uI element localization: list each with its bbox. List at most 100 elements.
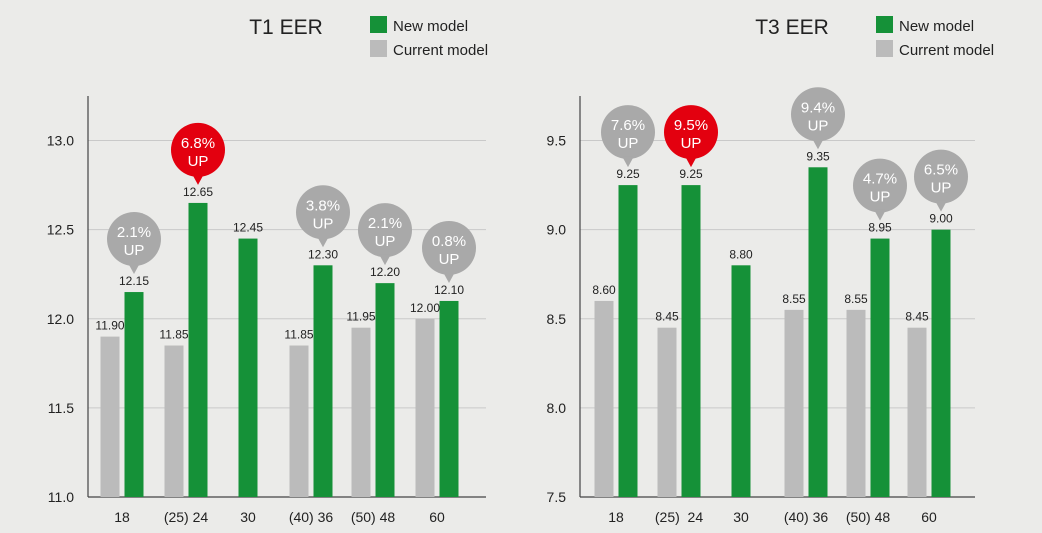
data-label-current: 11.90 [95,319,124,333]
bubble-pointer [622,156,634,168]
bar-new-model [238,238,258,498]
improvement-bubble: 7.6%UP [601,105,655,168]
bubble-up: UP [313,215,334,232]
improvement-bubble: 6.8%UP [171,122,225,185]
bubble-percent: 0.8% [432,233,466,250]
y-tick-label: 7.5 [547,489,567,505]
data-label-new: 12.15 [119,274,149,288]
legend-swatch-current [370,40,387,57]
improvement-bubble: 9.4%UP [791,87,845,150]
bubble-up: UP [124,242,145,259]
bar-current-model [907,327,927,497]
bar-current-model [164,345,184,497]
legend-label-current: Current model [899,42,994,59]
bubble-pointer [317,236,329,248]
bubble-percent: 2.1% [117,224,151,241]
x-tick-label: 18 [114,509,130,525]
bubble-percent: 7.6% [611,117,645,134]
bubble-percent: 2.1% [368,215,402,232]
improvement-bubble: 3.8%UP [296,185,350,248]
data-label-current: 8.60 [592,283,616,297]
bubble-pointer [935,200,947,212]
bubble-up: UP [188,153,209,170]
data-label-current: 8.55 [844,292,868,306]
y-tick-label: 12.0 [47,311,74,327]
y-tick-label: 9.0 [547,222,567,238]
chart-title: T3 EER [755,16,829,39]
bubble-pointer [443,271,455,283]
bubble-circle [107,212,161,267]
data-label-new: 12.65 [183,185,213,199]
data-label-new: 12.30 [308,247,338,261]
data-label-new: 9.00 [929,212,953,226]
improvement-bubble: 4.7%UP [853,158,907,221]
data-label-new: 9.25 [616,167,640,181]
bar-new-model [681,185,701,497]
x-tick-label: 18 [608,509,624,525]
data-label-current: 11.85 [159,328,188,342]
data-label-current: 11.95 [346,310,375,324]
bubble-up: UP [681,135,702,152]
bubble-percent: 6.8% [181,135,215,152]
bar-current-model [846,309,866,497]
y-tick-label: 11.5 [48,400,74,416]
x-tick-label: (50) 48 [846,509,891,525]
improvement-bubble: 2.1%UP [358,203,412,266]
y-tick-label: 13.0 [47,133,74,149]
x-tick-label: 60 [921,509,937,525]
data-label-new: 8.95 [868,221,892,235]
legend-label-new: New model [393,18,468,35]
bar-new-model [124,292,144,497]
bubble-percent: 6.5% [924,162,958,179]
bar-new-model [313,265,333,497]
legend-label-new: New model [899,18,974,35]
bar-current-model [415,318,435,497]
data-label-current: 11.85 [284,328,313,342]
bar-current-model [100,336,120,497]
bubble-up: UP [808,117,829,134]
bubble-circle [664,105,718,160]
data-label-new: 9.25 [679,167,703,181]
x-tick-label: 60 [429,509,445,525]
bubble-pointer [379,254,391,266]
legend-swatch-current [876,40,893,57]
bubble-pointer [128,263,140,275]
legend-swatch-new [370,16,387,33]
bubble-circle [171,122,225,177]
chart-title: T1 EER [249,16,323,39]
bubble-up: UP [439,251,460,268]
bubble-pointer [685,156,697,168]
bubble-up: UP [375,233,396,250]
x-tick-label: (40) 36 [784,509,829,525]
x-tick-label: (40) 36 [289,509,334,525]
x-tick-label: (50) 48 [351,509,396,525]
bar-current-model [289,345,309,497]
bubble-percent: 9.4% [801,99,835,116]
bubble-circle [422,220,476,275]
data-label-new: 12.20 [370,265,400,279]
bubble-percent: 4.7% [863,171,897,188]
data-label-current: 12.00 [410,301,440,315]
data-label-new: 8.80 [729,247,753,261]
t1-eer-chart: T1 EER New model Current model 11.0 11.5 1… [47,16,488,525]
t3-eer-chart: T3 EER New model Current model 7.5 8.0 8.5… [547,16,994,525]
bubble-circle [296,185,350,240]
bubble-pointer [192,173,204,185]
x-tick-label: (25) 24 [164,509,209,525]
y-tick-label: 11.0 [48,489,74,505]
data-label-new: 12.10 [434,283,464,297]
y-tick-label: 8.0 [547,400,567,416]
bubble-pointer [874,209,886,221]
bubble-percent: 9.5% [674,117,708,134]
bar-new-model [618,185,638,497]
bubble-circle [791,87,845,142]
improvement-bubble: 0.8%UP [422,220,476,283]
data-label-current: 8.45 [905,310,929,324]
improvement-bubble: 9.5%UP [664,105,718,168]
bar-current-model [784,309,804,497]
x-tick-label: 30 [733,509,749,525]
data-label-new: 12.45 [233,221,263,235]
improvement-bubble: 2.1%UP [107,212,161,275]
bubble-circle [853,158,907,213]
